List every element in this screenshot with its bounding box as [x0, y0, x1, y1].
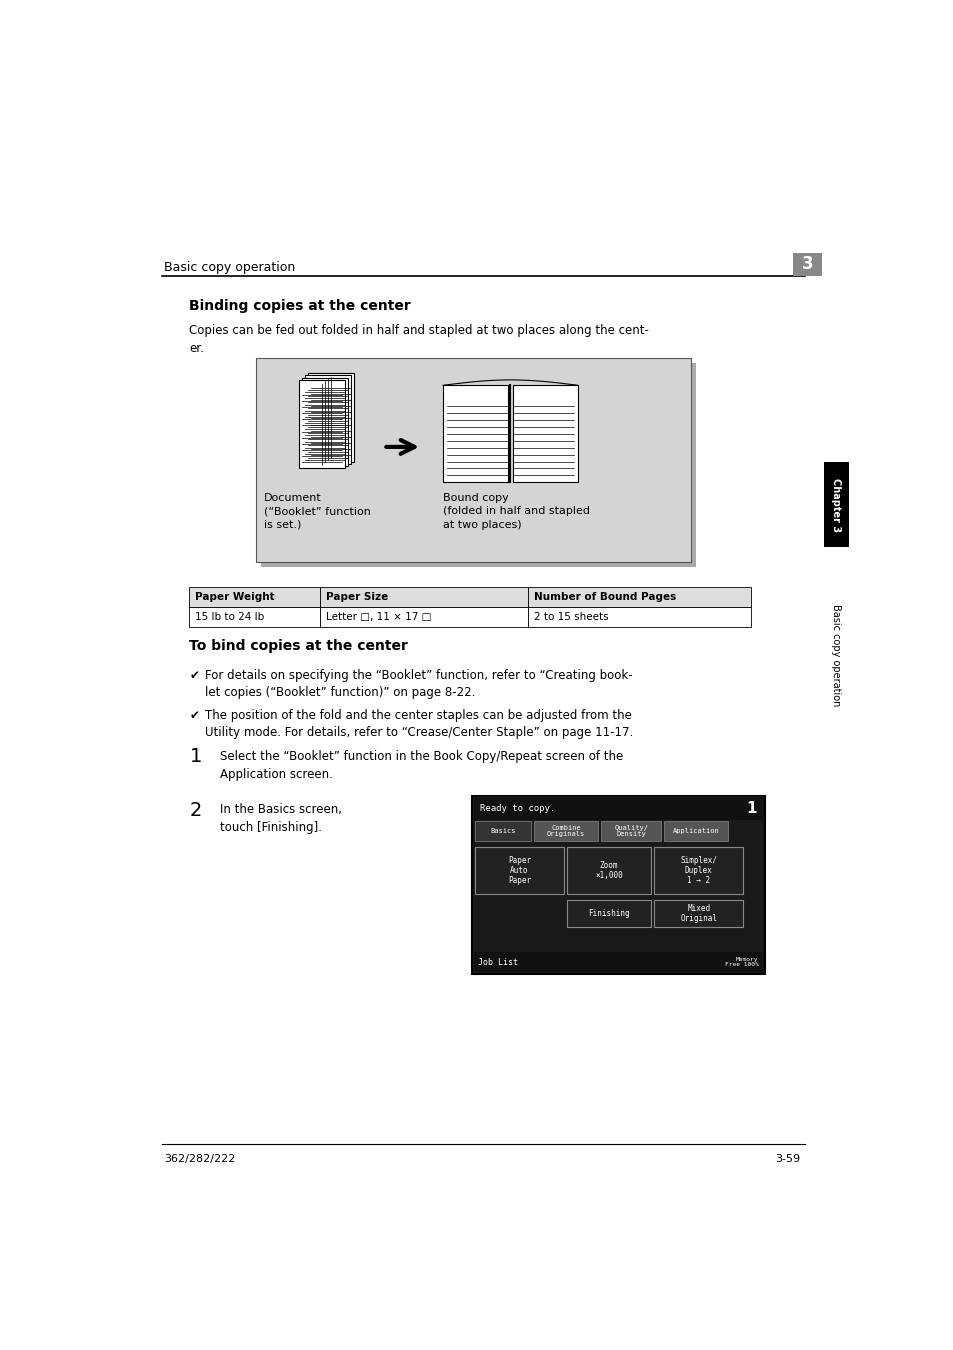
Text: 3-59: 3-59: [775, 1154, 800, 1164]
Text: Basics: Basics: [490, 828, 515, 834]
Text: Bound copy
(folded in half and stapled
at two places): Bound copy (folded in half and stapled a…: [443, 493, 590, 529]
Text: Job List: Job List: [477, 957, 517, 967]
Text: Combine
Originals: Combine Originals: [546, 825, 584, 837]
Bar: [473, 952, 762, 972]
Text: Binding copies at the center: Binding copies at the center: [190, 300, 411, 313]
Text: 2 to 15 sheets: 2 to 15 sheets: [533, 612, 608, 622]
Text: For details on specifying the “Booklet” function, refer to “Creating book-: For details on specifying the “Booklet” …: [205, 668, 632, 682]
Bar: [475, 821, 530, 841]
Text: In the Basics screen,
touch [Finishing].: In the Basics screen, touch [Finishing].: [220, 803, 342, 834]
Bar: [528, 608, 751, 628]
Text: let copies (“Booklet” function)” on page 8-22.: let copies (“Booklet” function)” on page…: [205, 686, 475, 698]
Bar: [473, 796, 762, 819]
Text: Number of Bound Pages: Number of Bound Pages: [533, 593, 675, 602]
Text: Ready to copy.: Ready to copy.: [479, 803, 555, 813]
Text: Simplex/
Duplex
1 → 2: Simplex/ Duplex 1 → 2: [679, 856, 717, 884]
Bar: [566, 900, 651, 926]
Bar: [472, 796, 763, 973]
Text: Mixed
Original: Mixed Original: [679, 904, 717, 923]
Text: Quality/
Density: Quality/ Density: [614, 825, 648, 837]
Text: The position of the fold and the center staples can be adjusted from the: The position of the fold and the center …: [205, 709, 631, 722]
Bar: [190, 608, 320, 628]
Text: Select the “Booklet” function in the Book Copy/Repeat screen of the
Application : Select the “Booklet” function in the Boo…: [220, 749, 623, 780]
Bar: [308, 373, 354, 462]
Bar: [792, 252, 821, 275]
Text: 2: 2: [190, 801, 201, 819]
Text: 362/282/222: 362/282/222: [164, 1154, 235, 1164]
Text: To bind copies at the center: To bind copies at the center: [190, 640, 408, 653]
Bar: [190, 587, 320, 608]
Text: Copies can be fed out folded in half and stapled at two places along the cent-
e: Copies can be fed out folded in half and…: [190, 324, 649, 355]
Text: Document
(“Booklet” function
is set.): Document (“Booklet” function is set.): [264, 493, 371, 529]
Bar: [475, 846, 563, 894]
Text: 15 lb to 24 lb: 15 lb to 24 lb: [194, 612, 264, 622]
Text: 3: 3: [801, 255, 813, 274]
Bar: [301, 378, 348, 466]
Bar: [823, 462, 847, 547]
Text: Paper
Auto
Paper: Paper Auto Paper: [507, 856, 531, 884]
Bar: [298, 379, 345, 468]
Text: 1: 1: [190, 747, 201, 767]
Bar: [528, 587, 751, 608]
Bar: [513, 385, 578, 482]
Bar: [473, 798, 762, 972]
Text: Letter □, 11 × 17 □: Letter □, 11 × 17 □: [325, 612, 431, 622]
Bar: [256, 358, 691, 563]
Bar: [320, 608, 528, 628]
Bar: [654, 900, 742, 926]
Text: Paper Size: Paper Size: [325, 593, 388, 602]
Bar: [664, 821, 727, 841]
Text: Chapter 3: Chapter 3: [830, 478, 841, 532]
Text: Finishing: Finishing: [588, 909, 629, 918]
Text: Basic copy operation: Basic copy operation: [164, 261, 294, 274]
Bar: [600, 821, 660, 841]
Bar: [261, 363, 696, 567]
Text: ✔: ✔: [190, 668, 199, 682]
Text: ✔: ✔: [190, 709, 199, 722]
Bar: [320, 587, 528, 608]
Bar: [533, 821, 598, 841]
Bar: [566, 846, 651, 894]
Text: Application: Application: [672, 828, 719, 834]
Bar: [442, 385, 508, 482]
Text: Utility mode. For details, refer to “Crease/Center Staple” on page 11-17.: Utility mode. For details, refer to “Cre…: [205, 726, 633, 738]
Bar: [305, 375, 351, 464]
Text: Basic copy operation: Basic copy operation: [830, 603, 841, 706]
Text: Memory
Free 100%: Memory Free 100%: [724, 957, 758, 968]
Text: Zoom
×1,000: Zoom ×1,000: [595, 861, 622, 880]
Text: 1: 1: [745, 801, 756, 815]
Text: Paper Weight: Paper Weight: [194, 593, 274, 602]
Bar: [654, 846, 742, 894]
